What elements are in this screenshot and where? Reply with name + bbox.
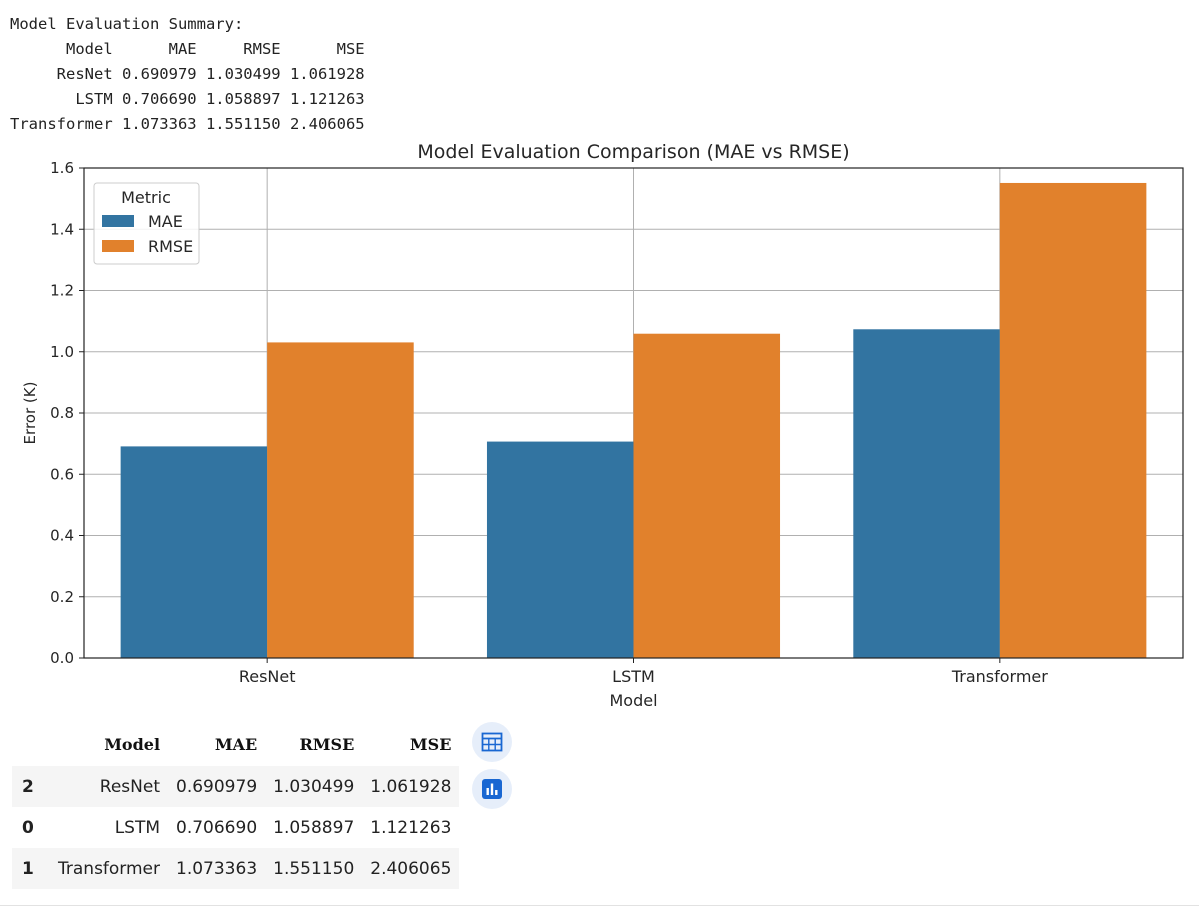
table-icon xyxy=(481,732,503,752)
bar-rmse xyxy=(999,182,1147,658)
cell-mse: 2.406065 xyxy=(370,858,452,879)
column-header-rmse: RMSE xyxy=(299,734,355,754)
bar-rmse xyxy=(633,333,781,658)
row-index: 1 xyxy=(22,858,34,879)
legend-label-rmse: RMSE xyxy=(148,237,193,256)
legend-swatch-rmse xyxy=(102,240,134,252)
x-tick-label: Transformer xyxy=(951,667,1048,686)
cell-mae: 0.706690 xyxy=(176,817,258,838)
console-output: Model Evaluation Summary: Model MAE RMSE… xyxy=(10,12,365,137)
cell-mae: 1.073363 xyxy=(176,858,258,879)
cell-rmse: 1.058897 xyxy=(273,817,355,838)
legend-swatch-mae xyxy=(102,215,134,227)
y-tick-label: 1.2 xyxy=(50,282,74,300)
table-header-row: Model MAE RMSE MSE xyxy=(12,722,459,766)
column-header-model: Model xyxy=(104,734,161,754)
y-tick-label: 1.4 xyxy=(50,220,74,238)
console-line: ResNet 0.690979 1.030499 1.061928 xyxy=(10,65,365,83)
legend-label-mae: MAE xyxy=(148,212,183,231)
y-tick-label: 0.0 xyxy=(50,649,74,667)
row-index: 2 xyxy=(22,776,34,797)
console-line: Model MAE RMSE MSE xyxy=(10,40,365,58)
cell-mse: 1.121263 xyxy=(370,817,452,838)
bar-rmse xyxy=(267,342,414,658)
plot-frame xyxy=(83,167,1184,659)
y-tick-label: 0.8 xyxy=(50,404,74,422)
chart-title: Model Evaluation Comparison (MAE vs RMSE… xyxy=(417,141,849,163)
y-axis-label: Error (K) xyxy=(21,382,39,445)
y-tick-label: 0.4 xyxy=(50,527,74,545)
table-row: 1 Transformer 1.073363 1.551150 2.406065 xyxy=(12,848,460,889)
cell-rmse: 1.551150 xyxy=(273,858,355,879)
console-line: Transformer 1.073363 1.551150 2.406065 xyxy=(10,115,365,133)
cell-mse: 1.061928 xyxy=(370,776,452,797)
index-header xyxy=(12,722,50,766)
column-header-mse: MSE xyxy=(409,734,452,754)
row-index: 0 xyxy=(22,817,34,838)
table-row: 2 ResNet 0.690979 1.030499 1.061928 xyxy=(12,766,460,807)
bar-mae xyxy=(120,446,268,658)
cell-model: ResNet xyxy=(99,776,161,797)
x-tick-label: ResNet xyxy=(239,667,296,686)
table-row: 0 LSTM 0.706690 1.058897 1.121263 xyxy=(12,807,459,848)
dataframe-table: Model MAE RMSE MSE 2 ResNet 0.690979 1.0… xyxy=(12,722,460,889)
bar-mae xyxy=(853,329,1000,658)
convert-to-interactive-table-button[interactable] xyxy=(472,722,512,762)
bar-chart-icon xyxy=(482,779,502,799)
suggest-charts-button[interactable] xyxy=(472,769,512,809)
cell-model: Transformer xyxy=(58,858,161,879)
column-header-mae: MAE xyxy=(214,734,258,754)
console-line: LSTM 0.706690 1.058897 1.121263 xyxy=(10,90,365,108)
bar-mae xyxy=(486,441,634,658)
x-tick-label: LSTM xyxy=(612,667,655,686)
y-tick-label: 0.6 xyxy=(50,465,74,483)
y-tick-label: 0.2 xyxy=(50,588,74,606)
y-tick-label: 1.0 xyxy=(50,343,74,361)
x-axis-label: Model xyxy=(609,691,657,710)
cell-rmse: 1.030499 xyxy=(273,776,355,797)
console-line: Model Evaluation Summary: xyxy=(10,15,244,33)
cell-model: LSTM xyxy=(114,817,161,838)
cell-divider xyxy=(0,905,1199,906)
bar-chart: Model Evaluation Comparison (MAE vs RMSE… xyxy=(21,141,1184,710)
y-tick-label: 1.6 xyxy=(50,159,74,177)
cell-mae: 0.690979 xyxy=(176,776,258,797)
legend-title: Metric xyxy=(121,188,171,207)
